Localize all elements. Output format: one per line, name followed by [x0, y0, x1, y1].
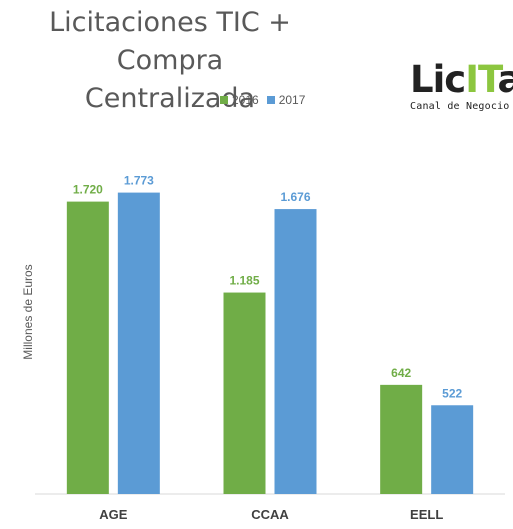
x-tick-label-age: AGE	[99, 507, 128, 522]
legend-label-2017: 2017	[278, 93, 306, 107]
x-tick-label-ccaa: CCAA	[251, 507, 289, 522]
legend-item-2017: 2017	[266, 93, 306, 107]
bar-eell-2017	[431, 405, 474, 494]
data-label-eell-2017: 522	[442, 386, 462, 400]
legend-swatch-2017	[266, 96, 275, 104]
logo-subtitle: Canal de Negocio	[410, 101, 510, 112]
legend-swatch-2016	[220, 96, 228, 104]
logo-wordmark-suffix: a	[497, 58, 513, 101]
licita-logo: LicITa Canal de Negocio	[410, 58, 513, 122]
bar-ccaa-2016	[223, 292, 266, 494]
bar-age-2017	[117, 192, 160, 494]
legend-label-2016: 2016	[232, 93, 259, 107]
logo-wordmark-highlight: IT	[465, 58, 498, 101]
logo-wordmark-prefix: Lic	[410, 58, 466, 101]
data-label-eell-2016: 642	[391, 366, 411, 380]
bar-age-2016	[66, 201, 109, 494]
chart-legend: 2016 2017	[220, 93, 313, 107]
data-label-ccaa-2017: 1.676	[280, 190, 310, 204]
chart-title-line-1: Licitaciones TIC + Compra	[49, 7, 291, 76]
legend-item-2016: 2016	[220, 93, 259, 107]
bar-eell-2016	[380, 384, 423, 494]
data-label-ccaa-2016: 1.185	[229, 274, 259, 288]
data-label-age-2017: 1.773	[124, 174, 154, 188]
x-tick-label-eell: EELL	[410, 507, 443, 522]
data-label-age-2016: 1.720	[73, 183, 103, 197]
bar-ccaa-2017	[274, 209, 317, 494]
logo-wordmark: LicITa	[410, 58, 513, 101]
